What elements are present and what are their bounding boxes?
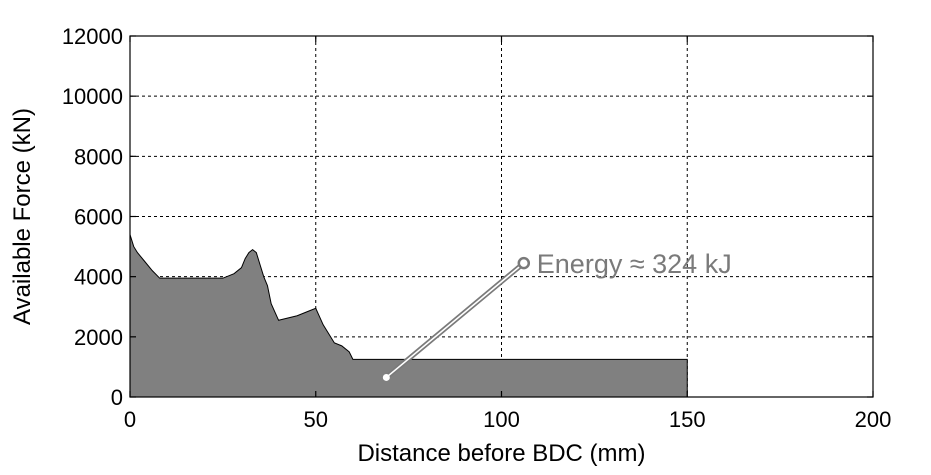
y-tick-label: 6000 bbox=[74, 205, 123, 230]
y-tick-label: 4000 bbox=[74, 265, 123, 290]
y-tick-label: 0 bbox=[111, 385, 123, 410]
x-tick-label: 100 bbox=[483, 407, 520, 432]
x-axis-title: Distance before BDC (mm) bbox=[357, 440, 645, 467]
x-tick-label: 0 bbox=[124, 407, 136, 432]
y-tick-label: 10000 bbox=[62, 84, 123, 109]
y-tick-label: 2000 bbox=[74, 325, 123, 350]
annotation-label: Energy ≈ 324 kJ bbox=[537, 249, 732, 279]
x-tick-label: 50 bbox=[304, 407, 328, 432]
x-tick-label: 200 bbox=[855, 407, 892, 432]
energy-area bbox=[129, 234, 688, 398]
annotation-point-marker bbox=[382, 373, 390, 381]
x-tick-label: 150 bbox=[669, 407, 706, 432]
y-tick-label: 8000 bbox=[74, 144, 123, 169]
y-tick-label: 12000 bbox=[62, 24, 123, 49]
annotation-label-marker bbox=[517, 256, 531, 270]
annotation-leader-line-highlight bbox=[385, 265, 521, 379]
y-axis-title: Available Force (kN) bbox=[9, 108, 36, 325]
annotation: Energy ≈ 324 kJ bbox=[382, 249, 732, 381]
